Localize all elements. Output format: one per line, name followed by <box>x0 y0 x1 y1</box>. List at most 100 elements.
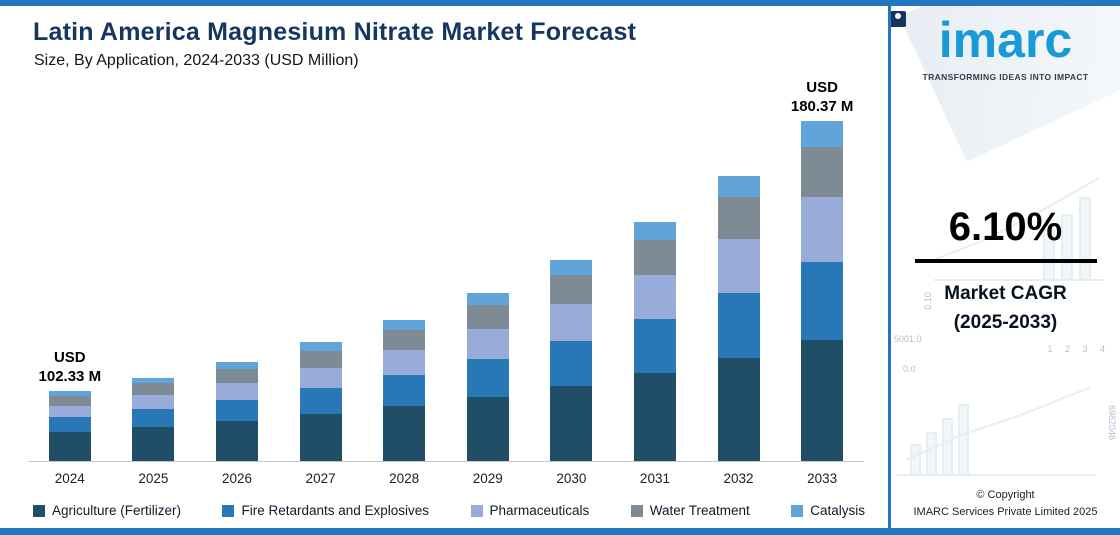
x-axis-label: 2030 <box>556 471 587 486</box>
legend-item: Water Treatment <box>630 503 750 518</box>
copyright: © Copyright IMARC Services Private Limit… <box>891 487 1120 520</box>
bar-segment <box>717 175 760 198</box>
bar-segment <box>48 395 91 406</box>
bar-segment <box>299 414 342 461</box>
copyright-line2: IMARC Services Private Limited 2025 <box>913 505 1098 518</box>
bar-segment <box>633 318 676 373</box>
bar-segment <box>717 292 760 358</box>
branding-panel: imarc TRANSFORMING IDEAS INTO IMPACT <box>888 0 1120 535</box>
x-axis-label: 2029 <box>472 471 503 486</box>
imarc-logo-text: imarc <box>938 12 1073 68</box>
stacked-bar <box>633 221 676 461</box>
watermark-number: 6982048 <box>1107 405 1117 441</box>
decorative-graph-icon <box>896 386 1096 476</box>
stacked-bar <box>550 260 593 461</box>
bar-segment <box>633 239 676 275</box>
cagr-underline <box>914 259 1097 263</box>
bar-segment <box>383 330 426 351</box>
legend-item: Pharmaceuticals <box>470 503 590 518</box>
bar-segment <box>383 319 426 331</box>
bar-segment <box>132 377 175 384</box>
value-annotation: USD 102.33 M <box>38 348 102 385</box>
legend-label: Pharmaceuticals <box>489 503 590 518</box>
imarc-logo-mark-icon <box>891 11 906 27</box>
bar-group-2031: 2031 <box>613 221 697 486</box>
value-annotation: USD 180.37 M <box>790 78 854 115</box>
bar-segment <box>132 383 175 396</box>
x-axis-label: 2027 <box>305 471 336 486</box>
decorative-chart-icon <box>933 177 1104 281</box>
copyright-line1: © Copyright <box>976 489 1035 501</box>
bar-group-2032: 2032 <box>697 175 781 486</box>
cagr-value: 6.10% <box>948 205 1063 249</box>
legend-swatch <box>470 504 483 517</box>
watermark-number: 1 2 3 4 <box>1047 344 1110 354</box>
bar-group-2024: USD 102.33 M 2024 <box>28 349 112 486</box>
bar-segment <box>466 292 509 305</box>
legend-item: Agriculture (Fertilizer) <box>33 503 181 518</box>
stacked-bar <box>299 342 342 461</box>
bar-segment <box>215 399 258 421</box>
bar-segment <box>466 304 509 330</box>
bar-group-2025: 2025 <box>112 377 196 486</box>
top-accent-bar <box>0 0 1120 6</box>
bar-segment <box>633 221 676 240</box>
bar-segment <box>550 385 593 461</box>
stacked-bar <box>383 319 426 461</box>
bar-segment <box>466 396 509 461</box>
bar-segment <box>550 275 593 305</box>
bar-segment <box>633 274 676 319</box>
legend-label: Agriculture (Fertilizer) <box>52 503 182 518</box>
bar-segment <box>383 375 426 406</box>
legend-swatch <box>33 504 45 517</box>
chart-subtitle: Size, By Application, 2024-2033 (USD Mil… <box>34 52 359 69</box>
bar-segment <box>383 406 426 461</box>
bar-segment <box>801 120 844 148</box>
bar-segment <box>299 388 342 414</box>
bar-group-2027: 2027 <box>279 342 363 486</box>
watermark-number: 5001.0 <box>894 334 922 344</box>
bar-segment <box>48 417 91 432</box>
bar-segment <box>299 350 342 368</box>
x-axis-label: 2031 <box>639 471 670 486</box>
stacked-bar: USD 102.33 M <box>39 349 101 461</box>
legend-item: Catalysis <box>791 503 865 518</box>
stacked-bar <box>132 377 175 461</box>
legend-item: Fire Retardants and Explosives <box>222 503 429 518</box>
bar-segment <box>717 357 760 461</box>
x-axis-label: 2033 <box>807 471 838 486</box>
bar-segment <box>215 420 258 461</box>
bar-segment <box>48 431 91 461</box>
legend-label: Water Treatment <box>649 503 750 518</box>
plot-area: USD 102.33 M 2024 2025 2026 2027 2028 2029 2030 2… <box>28 79 864 486</box>
stacked-bar <box>717 175 760 461</box>
x-axis-label: 2032 <box>723 471 754 486</box>
imarc-tagline: TRANSFORMING IDEAS INTO IMPACT <box>922 72 1089 82</box>
cagr-period: (2025-2033) <box>953 312 1058 334</box>
legend-swatch <box>791 504 804 517</box>
bar-segment <box>215 361 258 369</box>
chart-panel: Latin America Magnesium Nitrate Market F… <box>0 6 888 528</box>
bar-segment <box>132 395 175 410</box>
bar-segment <box>48 405 91 418</box>
bar-segment <box>48 391 91 396</box>
bar-segment <box>383 350 426 376</box>
bar-segment <box>215 382 258 400</box>
bar-segment <box>466 329 509 360</box>
bar-segment <box>215 368 258 383</box>
bar-segment <box>801 340 844 461</box>
x-axis-label: 2025 <box>138 471 169 486</box>
bar-segment <box>550 304 593 341</box>
cagr-label: Market CAGR <box>944 283 1067 304</box>
bar-segment <box>717 239 760 293</box>
bar-segment <box>801 147 844 198</box>
legend-swatch <box>222 504 235 517</box>
bar-segment <box>550 340 593 386</box>
bar-segment <box>299 342 342 351</box>
bar-segment <box>132 409 175 427</box>
cagr-block: 6.10% Market CAGR (2025-2033) <box>891 205 1120 338</box>
legend-label: Fire Retardants and Explosives <box>241 503 430 518</box>
stacked-bar <box>466 292 509 461</box>
legend-swatch <box>630 504 643 517</box>
